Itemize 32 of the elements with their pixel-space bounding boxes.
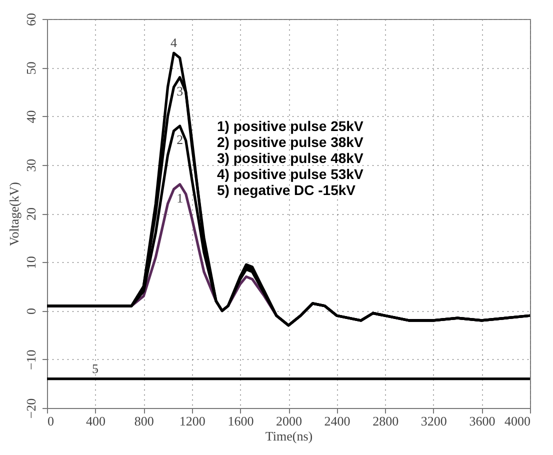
x-tick-label: 1200 — [179, 414, 206, 428]
y-tick-label: 0 — [24, 308, 38, 314]
annotation: 4 — [170, 35, 178, 50]
x-tick-label: 4000 — [504, 414, 530, 428]
y-tick-label: −20 — [24, 398, 38, 419]
y-tick-label: 10 — [24, 256, 38, 270]
y-tick-label: 20 — [24, 208, 38, 220]
annotation: 5) negative DC -15kV — [217, 182, 356, 198]
y-tick-label: 30 — [24, 158, 38, 172]
annotation: 5 — [92, 360, 99, 376]
annotation: 1) positive pulse 25kV — [217, 118, 364, 134]
y-tick-label: 40 — [24, 110, 38, 124]
y-tick-label: −10 — [24, 350, 38, 370]
annotation: 2) positive pulse 38kV — [217, 134, 364, 150]
x-tick-label: 2000 — [276, 414, 302, 428]
annotation: 3 — [176, 83, 184, 98]
x-axis-title: Time(ns) — [265, 428, 313, 444]
annotation: 1 — [176, 190, 184, 206]
x-tick-label: 2800 — [372, 414, 399, 428]
y-tick-label: 50 — [24, 62, 38, 75]
y-tick-label: 60 — [24, 13, 38, 26]
y-axis-title: Voltage(kV) — [6, 182, 22, 246]
annotation: 2 — [176, 132, 184, 147]
x-tick-label: 0 — [48, 414, 54, 428]
x-tick-label: 800 — [134, 414, 154, 428]
x-tick-label: 3200 — [420, 414, 447, 428]
x-tick-label: 2400 — [324, 414, 350, 428]
x-tick-label: 3600 — [469, 414, 496, 428]
x-tick-label: 1600 — [228, 414, 254, 428]
x-tick-label: 400 — [86, 414, 106, 428]
annotation: 4) positive pulse 53kV — [217, 166, 364, 182]
annotation: 3) positive pulse 48kV — [217, 150, 364, 166]
